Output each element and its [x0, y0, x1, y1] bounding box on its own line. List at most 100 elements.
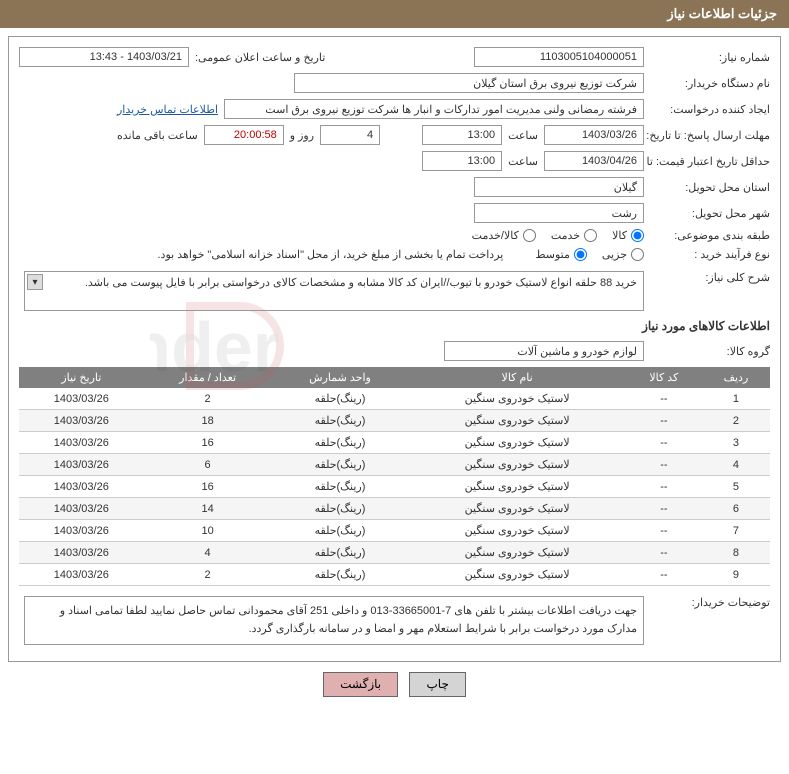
- buyer-desc-field: جهت دریافت اطلاعات بیشتر با تلفن های 7-3…: [24, 596, 644, 645]
- table-cell: 3: [702, 432, 770, 454]
- province-label: استان محل تحویل:: [650, 181, 770, 194]
- table-row: 2--لاستیک خودروی سنگین(رینگ)حلقه181403/0…: [19, 410, 770, 432]
- table-cell: 7: [702, 520, 770, 542]
- radio-option[interactable]: کالا: [612, 229, 644, 242]
- creator-label: ایجاد کننده درخواست:: [650, 103, 770, 116]
- table-header: کد کالا: [626, 367, 702, 388]
- table-header: واحد شمارش: [272, 367, 409, 388]
- table-cell: (رینگ)حلقه: [272, 542, 409, 564]
- table-cell: (رینگ)حلقه: [272, 564, 409, 586]
- table-cell: 1403/03/26: [19, 498, 144, 520]
- category-radio-group: کالا خدمت کالا/خدمت: [472, 229, 644, 242]
- table-cell: --: [626, 542, 702, 564]
- table-cell: --: [626, 476, 702, 498]
- button-row: چاپ بازگشت: [0, 672, 789, 697]
- announce-label: تاریخ و ساعت اعلان عمومی:: [195, 51, 325, 64]
- table-cell: 1403/03/26: [19, 476, 144, 498]
- radio-option[interactable]: متوسط: [535, 248, 587, 261]
- announce-field: 1403/03/21 - 13:43: [19, 47, 189, 67]
- chevron-down-icon[interactable]: ▾: [27, 274, 43, 290]
- validity-label: حداقل تاریخ اعتبار قیمت: تا تاریخ:: [650, 155, 770, 168]
- table-row: 1--لاستیک خودروی سنگین(رینگ)حلقه21403/03…: [19, 388, 770, 410]
- validity-time-field: 13:00: [422, 151, 502, 171]
- table-cell: 2: [702, 410, 770, 432]
- table-cell: 2: [144, 564, 272, 586]
- table-cell: 1403/03/26: [19, 388, 144, 410]
- table-row: 7--لاستیک خودروی سنگین(رینگ)حلقه101403/0…: [19, 520, 770, 542]
- buyer-label: نام دستگاه خریدار:: [650, 77, 770, 90]
- radio-option[interactable]: کالا/خدمت: [472, 229, 536, 242]
- print-button[interactable]: چاپ: [409, 672, 465, 697]
- table-cell: --: [626, 520, 702, 542]
- table-cell: لاستیک خودروی سنگین: [408, 498, 625, 520]
- table-cell: 4: [144, 542, 272, 564]
- table-cell: 1403/03/26: [19, 564, 144, 586]
- table-cell: 1: [702, 388, 770, 410]
- deadline-label: مهلت ارسال پاسخ: تا تاریخ:: [650, 129, 770, 142]
- table-cell: لاستیک خودروی سنگین: [408, 520, 625, 542]
- goods-table: ردیفکد کالانام کالاواحد شمارشتعداد / مقد…: [19, 367, 770, 586]
- table-cell: (رینگ)حلقه: [272, 454, 409, 476]
- table-cell: لاستیک خودروی سنگین: [408, 564, 625, 586]
- table-cell: لاستیک خودروی سنگین: [408, 410, 625, 432]
- table-cell: --: [626, 388, 702, 410]
- table-cell: 18: [144, 410, 272, 432]
- table-row: 8--لاستیک خودروی سنگین(رینگ)حلقه41403/03…: [19, 542, 770, 564]
- days-label: روز و: [290, 129, 314, 142]
- table-cell: لاستیک خودروی سنگین: [408, 476, 625, 498]
- summary-label: شرح کلی نیاز:: [650, 271, 770, 284]
- validity-date-field: 1403/04/26: [544, 151, 644, 171]
- need-no-field: 1103005104000051: [474, 47, 644, 67]
- page-header: جزئیات اطلاعات نیاز: [0, 0, 789, 28]
- table-header: تاریخ نیاز: [19, 367, 144, 388]
- table-cell: 2: [144, 388, 272, 410]
- back-button[interactable]: بازگشت: [323, 672, 398, 697]
- summary-field[interactable]: خرید 88 حلقه انواع لاستیک خودرو با تیوب/…: [24, 271, 644, 311]
- table-cell: (رینگ)حلقه: [272, 432, 409, 454]
- table-cell: 8: [702, 542, 770, 564]
- table-cell: --: [626, 410, 702, 432]
- deadline-date-field: 1403/03/26: [544, 125, 644, 145]
- deadline-time-field: 13:00: [422, 125, 502, 145]
- table-row: 4--لاستیک خودروی سنگین(رینگ)حلقه61403/03…: [19, 454, 770, 476]
- radio-option[interactable]: جزیی: [602, 248, 644, 261]
- table-cell: لاستیک خودروی سنگین: [408, 388, 625, 410]
- table-cell: 9: [702, 564, 770, 586]
- table-cell: (رینگ)حلقه: [272, 388, 409, 410]
- deadline-time-label: ساعت: [508, 129, 538, 142]
- radio-option[interactable]: خدمت: [551, 229, 597, 242]
- table-cell: 16: [144, 432, 272, 454]
- table-cell: 1403/03/26: [19, 542, 144, 564]
- process-radio-group: جزیی متوسط: [535, 248, 644, 261]
- table-header: تعداد / مقدار: [144, 367, 272, 388]
- goods-info-title: اطلاعات کالاهای مورد نیاز: [19, 319, 770, 333]
- table-cell: --: [626, 454, 702, 476]
- table-cell: (رینگ)حلقه: [272, 410, 409, 432]
- table-header: ردیف: [702, 367, 770, 388]
- table-cell: 1403/03/26: [19, 432, 144, 454]
- countdown-field: 20:00:58: [204, 125, 284, 145]
- table-cell: 5: [702, 476, 770, 498]
- table-cell: 6: [144, 454, 272, 476]
- buyer-desc-label: توضیحات خریدار:: [650, 596, 770, 609]
- need-no-label: شماره نیاز:: [650, 51, 770, 64]
- table-cell: 6: [702, 498, 770, 520]
- table-header: نام کالا: [408, 367, 625, 388]
- table-cell: لاستیک خودروی سنگین: [408, 542, 625, 564]
- province-field: گیلان: [474, 177, 644, 197]
- goods-group-label: گروه کالا:: [650, 345, 770, 358]
- city-field: رشت: [474, 203, 644, 223]
- table-cell: --: [626, 498, 702, 520]
- city-label: شهر محل تحویل:: [650, 207, 770, 220]
- table-cell: 1403/03/26: [19, 520, 144, 542]
- table-cell: --: [626, 564, 702, 586]
- table-cell: لاستیک خودروی سنگین: [408, 454, 625, 476]
- table-cell: (رینگ)حلقه: [272, 520, 409, 542]
- category-label: طبقه بندی موضوعی:: [650, 229, 770, 242]
- table-row: 6--لاستیک خودروی سنگین(رینگ)حلقه141403/0…: [19, 498, 770, 520]
- table-row: 9--لاستیک خودروی سنگین(رینگ)حلقه21403/03…: [19, 564, 770, 586]
- creator-field: فرشته رمضانی ولنی مدیریت امور تدارکات و …: [224, 99, 644, 119]
- buyer-contact-link[interactable]: اطلاعات تماس خریدار: [117, 103, 218, 116]
- table-cell: 14: [144, 498, 272, 520]
- table-cell: (رینگ)حلقه: [272, 476, 409, 498]
